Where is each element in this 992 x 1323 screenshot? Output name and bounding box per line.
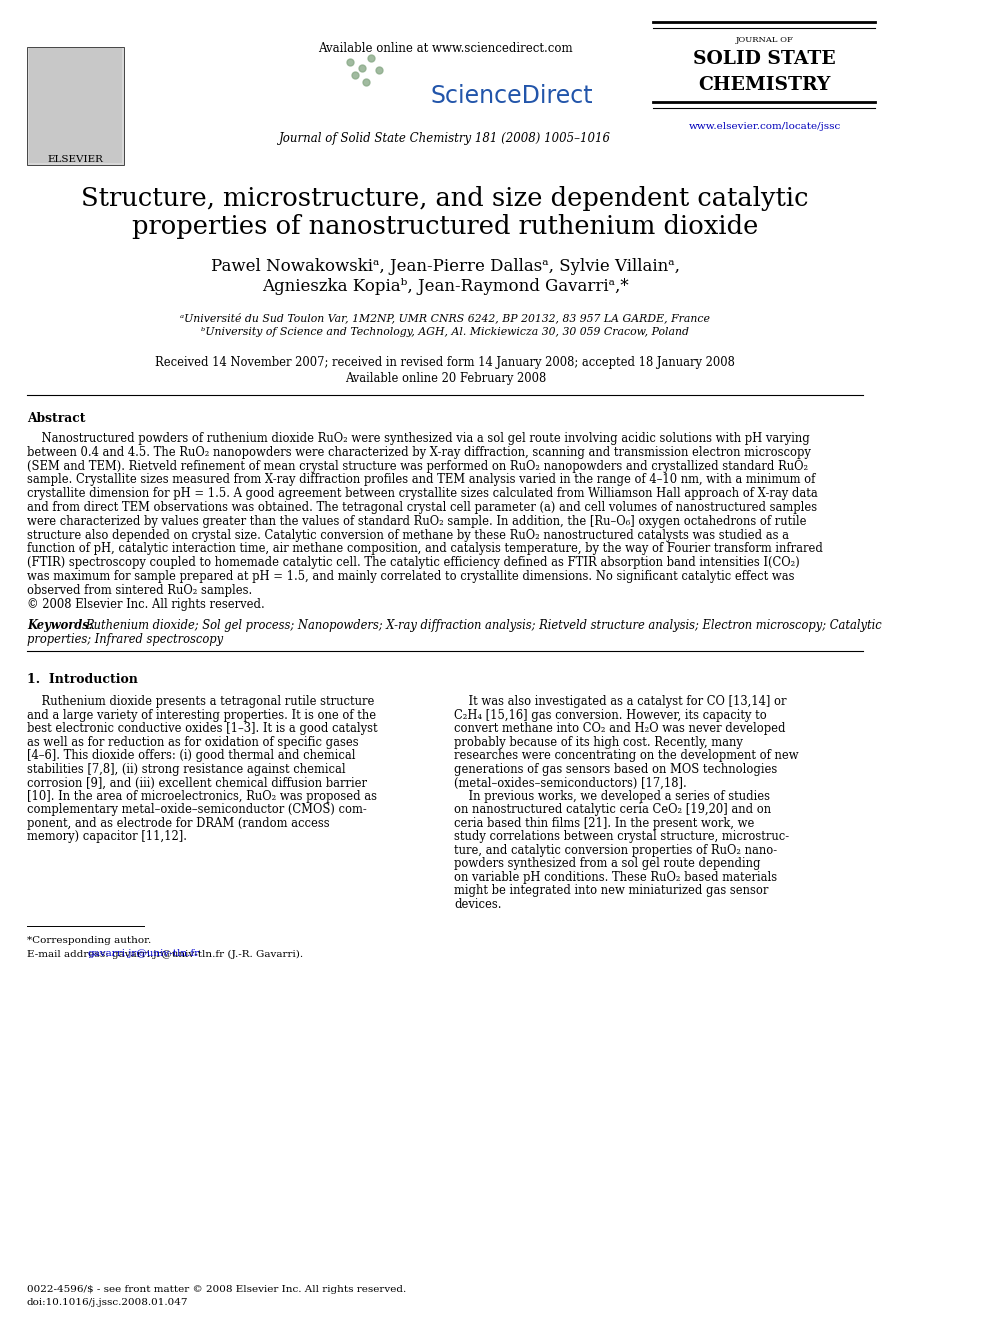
Text: Keywords:: Keywords: (27, 619, 93, 632)
Text: stabilities [7,8], (ii) strong resistance against chemical: stabilities [7,8], (ii) strong resistanc… (27, 763, 345, 775)
Text: Abstract: Abstract (27, 411, 85, 425)
Text: between 0.4 and 4.5. The RuO₂ nanopowders were characterized by X-ray diffractio: between 0.4 and 4.5. The RuO₂ nanopowder… (27, 446, 810, 459)
Text: ᵇUniversity of Science and Technology, AGH, Al. Mickiewicza 30, 30 059 Cracow, P: ᵇUniversity of Science and Technology, A… (201, 327, 689, 337)
FancyBboxPatch shape (29, 48, 122, 163)
Text: on nanostructured catalytic ceria CeO₂ [19,20] and on: on nanostructured catalytic ceria CeO₂ [… (454, 803, 772, 816)
Text: *Corresponding author.: *Corresponding author. (27, 937, 151, 946)
Text: © 2008 Elsevier Inc. All rights reserved.: © 2008 Elsevier Inc. All rights reserved… (27, 598, 265, 611)
Text: (FTIR) spectroscopy coupled to homemade catalytic cell. The catalytic efficiency: (FTIR) spectroscopy coupled to homemade … (27, 556, 800, 569)
Text: Journal of Solid State Chemistry 181 (2008) 1005–1016: Journal of Solid State Chemistry 181 (20… (279, 132, 611, 146)
Text: properties of nanostructured ruthenium dioxide: properties of nanostructured ruthenium d… (132, 214, 759, 239)
Text: ceria based thin films [21]. In the present work, we: ceria based thin films [21]. In the pres… (454, 816, 755, 830)
Text: Ruthenium dioxide presents a tetragonal rutile structure: Ruthenium dioxide presents a tetragonal … (27, 696, 374, 708)
Text: ELSEVIER: ELSEVIER (48, 155, 103, 164)
Text: crystallite dimension for pH = 1.5. A good agreement between crystallite sizes c: crystallite dimension for pH = 1.5. A go… (27, 487, 817, 500)
Text: best electronic conductive oxides [1–3]. It is a good catalyst: best electronic conductive oxides [1–3].… (27, 722, 378, 736)
Text: as well as for reduction as for oxidation of specific gases: as well as for reduction as for oxidatio… (27, 736, 358, 749)
Text: doi:10.1016/j.jssc.2008.01.047: doi:10.1016/j.jssc.2008.01.047 (27, 1298, 188, 1307)
Text: Pawel Nowakowskiᵃ, Jean-Pierre Dallasᵃ, Sylvie Villainᵃ,: Pawel Nowakowskiᵃ, Jean-Pierre Dallasᵃ, … (210, 258, 680, 275)
Text: ponent, and as electrode for DRAM (random access: ponent, and as electrode for DRAM (rando… (27, 816, 329, 830)
FancyBboxPatch shape (27, 48, 124, 165)
Text: might be integrated into new miniaturized gas sensor: might be integrated into new miniaturize… (454, 884, 769, 897)
Text: Agnieszka Kopiaᵇ, Jean-Raymond Gavarriᵃ,*: Agnieszka Kopiaᵇ, Jean-Raymond Gavarriᵃ,… (262, 278, 629, 295)
Text: Nanostructured powders of ruthenium dioxide RuO₂ were synthesized via a sol gel : Nanostructured powders of ruthenium diox… (27, 433, 809, 445)
Text: 0022-4596/$ - see front matter © 2008 Elsevier Inc. All rights reserved.: 0022-4596/$ - see front matter © 2008 El… (27, 1285, 406, 1294)
Text: Available online 20 February 2008: Available online 20 February 2008 (344, 372, 546, 385)
Text: It was also investigated as a catalyst for CO [13,14] or: It was also investigated as a catalyst f… (454, 696, 787, 708)
Text: researches were concentrating on the development of new: researches were concentrating on the dev… (454, 749, 799, 762)
Text: were characterized by values greater than the values of standard RuO₂ sample. In: were characterized by values greater tha… (27, 515, 806, 528)
Text: generations of gas sensors based on MOS technologies: generations of gas sensors based on MOS … (454, 763, 778, 775)
Text: complementary metal–oxide–semiconductor (CMOS) com-: complementary metal–oxide–semiconductor … (27, 803, 367, 816)
Text: Received 14 November 2007; received in revised form 14 January 2008; accepted 18: Received 14 November 2007; received in r… (156, 356, 735, 369)
Text: CHEMISTRY: CHEMISTRY (698, 75, 831, 94)
Text: C₂H₄ [15,16] gas conversion. However, its capacity to: C₂H₄ [15,16] gas conversion. However, it… (454, 709, 767, 722)
Text: [4–6]. This dioxide offers: (i) good thermal and chemical: [4–6]. This dioxide offers: (i) good the… (27, 749, 355, 762)
Text: gavarri.jr@univ-tln.fr: gavarri.jr@univ-tln.fr (88, 950, 200, 958)
Text: ScienceDirect: ScienceDirect (431, 83, 593, 108)
Text: and from direct TEM observations was obtained. The tetragonal crystal cell param: and from direct TEM observations was obt… (27, 501, 817, 515)
Text: ture, and catalytic conversion properties of RuO₂ nano-: ture, and catalytic conversion propertie… (454, 844, 778, 857)
Text: properties; Infrared spectroscopy: properties; Infrared spectroscopy (27, 634, 223, 647)
Text: sample. Crystallite sizes measured from X-ray diffraction profiles and TEM analy: sample. Crystallite sizes measured from … (27, 474, 815, 487)
Text: SOLID STATE: SOLID STATE (693, 50, 836, 67)
Text: (metal–oxides–semiconductors) [17,18].: (metal–oxides–semiconductors) [17,18]. (454, 777, 686, 790)
Text: study correlations between crystal structure, microstruc-: study correlations between crystal struc… (454, 831, 790, 843)
Text: E-mail address: gavarri.jr@univ-tln.fr (J.-R. Gavarri).: E-mail address: gavarri.jr@univ-tln.fr (… (27, 950, 303, 959)
Text: JOURNAL OF: JOURNAL OF (736, 36, 794, 44)
Text: probably because of its high cost. Recently, many: probably because of its high cost. Recen… (454, 736, 743, 749)
Text: In previous works, we developed a series of studies: In previous works, we developed a series… (454, 790, 770, 803)
Text: powders synthesized from a sol gel route depending: powders synthesized from a sol gel route… (454, 857, 761, 871)
Text: [10]. In the area of microelectronics, RuO₂ was proposed as: [10]. In the area of microelectronics, R… (27, 790, 377, 803)
Text: structure also depended on crystal size. Catalytic conversion of methane by thes: structure also depended on crystal size.… (27, 529, 789, 541)
Text: (SEM and TEM). Rietveld refinement of mean crystal structure was performed on Ru: (SEM and TEM). Rietveld refinement of me… (27, 459, 808, 472)
Text: function of pH, catalytic interaction time, air methane composition, and catalys: function of pH, catalytic interaction ti… (27, 542, 822, 556)
Text: memory) capacitor [11,12].: memory) capacitor [11,12]. (27, 831, 186, 843)
Text: Ruthenium dioxide; Sol gel process; Nanopowders; X-ray diffraction analysis; Rie: Ruthenium dioxide; Sol gel process; Nano… (85, 619, 882, 632)
Text: corrosion [9], and (iii) excellent chemical diffusion barrier: corrosion [9], and (iii) excellent chemi… (27, 777, 367, 790)
Text: Structure, microstructure, and size dependent catalytic: Structure, microstructure, and size depe… (81, 187, 808, 210)
Text: devices.: devices. (454, 898, 502, 912)
Text: ᵃUniversité du Sud Toulon Var, 1M2NP, UMR CNRS 6242, BP 20132, 83 957 LA GARDE, : ᵃUniversité du Sud Toulon Var, 1M2NP, UM… (181, 312, 710, 323)
Text: Available online at www.sciencedirect.com: Available online at www.sciencedirect.co… (317, 42, 572, 56)
Text: convert methane into CO₂ and H₂O was never developed: convert methane into CO₂ and H₂O was nev… (454, 722, 786, 736)
Text: was maximum for sample prepared at pH = 1.5, and mainly correlated to crystallit: was maximum for sample prepared at pH = … (27, 570, 795, 583)
Text: www.elsevier.com/locate/jssc: www.elsevier.com/locate/jssc (688, 122, 841, 131)
Text: observed from sintered RuO₂ samples.: observed from sintered RuO₂ samples. (27, 583, 252, 597)
Text: 1.  Introduction: 1. Introduction (27, 673, 138, 687)
Text: on variable pH conditions. These RuO₂ based materials: on variable pH conditions. These RuO₂ ba… (454, 871, 778, 884)
Text: and a large variety of interesting properties. It is one of the: and a large variety of interesting prope… (27, 709, 376, 722)
